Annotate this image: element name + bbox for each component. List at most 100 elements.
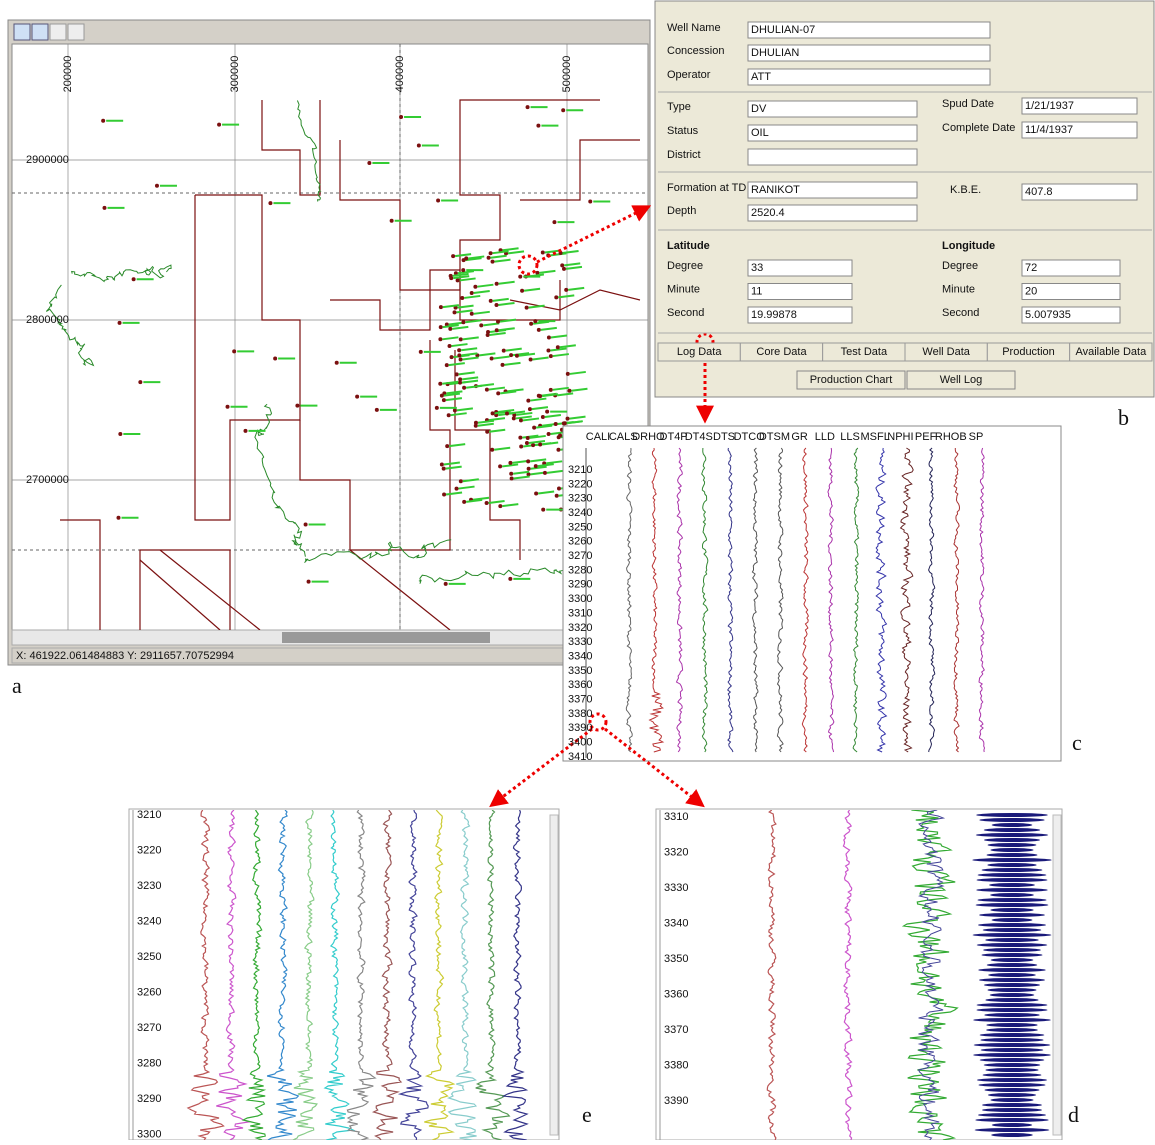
field-label: K.B.E. — [950, 184, 981, 196]
depth-label: 3260 — [137, 986, 161, 998]
well-dot — [501, 363, 505, 367]
track-header: SP — [969, 431, 984, 443]
tab-label[interactable]: Production — [1002, 346, 1055, 358]
well-dot — [390, 219, 394, 223]
well-dot — [459, 357, 463, 361]
waveform — [990, 1098, 1033, 1102]
depth-label: 3330 — [568, 636, 592, 648]
waveform — [976, 903, 1049, 907]
field-label: Well Name — [667, 22, 721, 34]
well-dot — [367, 161, 371, 165]
depth-label: 3410 — [568, 751, 592, 763]
depth-label: 3210 — [568, 464, 592, 476]
scroll-thumb[interactable] — [282, 632, 490, 643]
tab-label[interactable]: Available Data — [1075, 346, 1147, 358]
well-dot — [541, 508, 545, 512]
well-dot — [519, 444, 523, 448]
well-dot — [457, 353, 461, 357]
depth-label: 3300 — [137, 1128, 161, 1140]
depth-label: 3330 — [664, 882, 688, 894]
waveform — [979, 913, 1045, 917]
well-dot — [554, 422, 558, 426]
well-dot — [273, 356, 277, 360]
zoom-out-button[interactable] — [14, 24, 30, 40]
tab-label[interactable]: Test Data — [841, 346, 888, 358]
depth-label: 3340 — [568, 650, 592, 662]
depth-label: 3270 — [568, 550, 592, 562]
y-tick-label: 2700000 — [26, 474, 69, 486]
waveform — [984, 828, 1040, 832]
well-dot — [442, 467, 446, 471]
waveform — [992, 918, 1033, 922]
field-label: Second — [667, 307, 704, 319]
y-tick-label: 2900000 — [26, 154, 69, 166]
field-label: Type — [667, 101, 691, 113]
well-dot — [440, 463, 444, 467]
panel-label: c — [1072, 730, 1082, 755]
well-dot — [508, 577, 512, 581]
well-dot — [536, 124, 540, 128]
waveform — [978, 873, 1047, 877]
well-dot — [456, 278, 460, 282]
well-dot — [538, 443, 542, 447]
reset-button[interactable] — [50, 24, 66, 40]
tab-label[interactable]: Well Data — [922, 346, 970, 358]
well-dot — [485, 430, 489, 434]
well-dot — [529, 322, 533, 326]
waveform — [986, 1028, 1038, 1032]
well-dot — [295, 404, 299, 408]
well-dot — [489, 251, 493, 255]
field-label: Minute — [942, 283, 975, 295]
well-dot — [498, 504, 502, 508]
well-dot — [217, 123, 221, 127]
field-label: Depth — [667, 205, 696, 217]
well-dot — [505, 412, 509, 416]
well-dot — [491, 411, 495, 415]
scrollbar[interactable] — [1053, 815, 1061, 1135]
field-label: Second — [942, 307, 979, 319]
well-dot — [486, 333, 490, 337]
well-dot — [510, 477, 514, 481]
well-dot — [541, 251, 545, 255]
zoom-in-button[interactable] — [32, 24, 48, 40]
scrollbar[interactable] — [550, 815, 558, 1135]
depth-label: 3220 — [137, 844, 161, 856]
waveform — [990, 908, 1033, 912]
well-dot — [450, 355, 454, 359]
waveform — [987, 863, 1036, 867]
waveform — [976, 813, 1048, 817]
button-label[interactable]: Well Log — [940, 374, 983, 386]
tab-label[interactable]: Core Data — [756, 346, 807, 358]
well-dot — [525, 441, 529, 445]
field-value: 2520.4 — [751, 207, 785, 219]
track-header: DTS — [713, 431, 735, 443]
depth-label: 3350 — [568, 665, 592, 677]
well-dot — [491, 260, 495, 264]
waveform — [988, 973, 1036, 977]
depth-label: 3320 — [664, 846, 688, 858]
waveform — [977, 898, 1046, 902]
depth-label: 3290 — [568, 579, 592, 591]
waveform — [982, 868, 1043, 872]
button-label[interactable]: Production Chart — [810, 374, 893, 386]
waveform — [973, 933, 1052, 937]
well-dot — [457, 348, 461, 352]
well-dot — [552, 220, 556, 224]
waveform — [979, 818, 1044, 822]
track-header: MSFL — [861, 431, 890, 443]
well-dot — [438, 337, 442, 341]
track-header: GR — [791, 431, 808, 443]
well-dot — [561, 108, 565, 112]
extent-button[interactable] — [68, 24, 84, 40]
x-tick-label: 200000 — [62, 56, 74, 93]
well-dot — [464, 256, 468, 260]
tab-label[interactable]: Log Data — [677, 346, 723, 358]
well-dot — [448, 344, 452, 348]
x-tick-label: 500000 — [561, 56, 573, 93]
well-dot — [455, 487, 459, 491]
well-dot — [101, 119, 105, 123]
waveform — [984, 983, 1040, 987]
field-value: DHULIAN-07 — [751, 24, 815, 36]
well-dot — [442, 493, 446, 497]
well-dot — [155, 184, 159, 188]
